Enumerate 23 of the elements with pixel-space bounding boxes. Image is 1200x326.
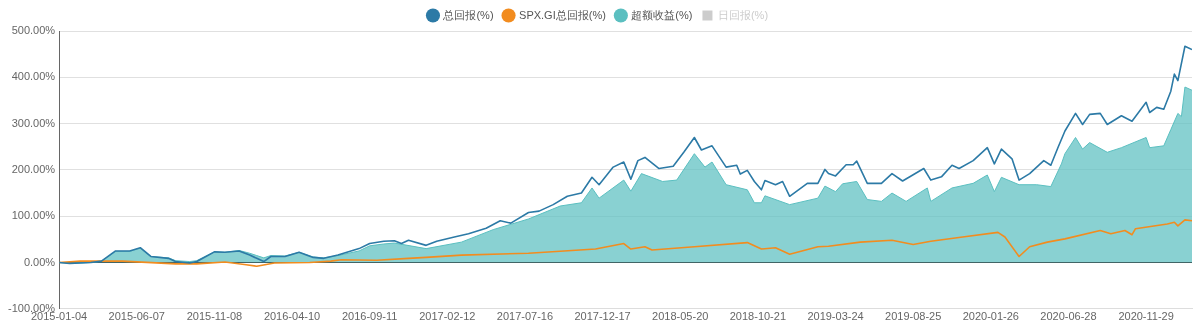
x-tick-label: 2020-06-28: [1040, 310, 1097, 323]
x-tick-label: 2017-07-16: [496, 310, 554, 323]
x-tick-label: 2016-09-11: [341, 310, 398, 323]
x-tick-label: 2015-06-07: [108, 310, 165, 323]
y-tick-label: 500.00%: [11, 24, 56, 37]
x-tick-label: 2017-02-12: [419, 310, 476, 323]
x-tick-label: 2018-10-21: [729, 310, 787, 323]
legend-label: SPX.GI总回报(%): [519, 8, 606, 21]
x-tick-label: 2016-04-10: [263, 310, 321, 323]
x-tick-label: 2020-01-26: [962, 310, 1019, 323]
y-tick-label: 100.00%: [11, 209, 56, 222]
y-tick-label: 400.00%: [11, 70, 56, 83]
legend-label: 超额收益(%): [631, 8, 693, 21]
legend-label: 总回报(%): [442, 8, 494, 21]
y-tick-label: 0.00%: [23, 255, 56, 268]
y-tick-label: 300.00%: [11, 116, 56, 129]
y-tick-label: 200.00%: [11, 162, 56, 175]
x-tick-label: 2020-11-29: [1118, 310, 1174, 323]
x-tick-label: 2019-03-24: [807, 310, 864, 323]
x-tick-label: 2018-05-20: [652, 310, 709, 323]
x-tick-label: 2017-12-17: [574, 310, 631, 323]
x-tick-label: 2019-08-25: [885, 310, 942, 323]
x-tick-label: 2015-11-08: [186, 310, 243, 323]
